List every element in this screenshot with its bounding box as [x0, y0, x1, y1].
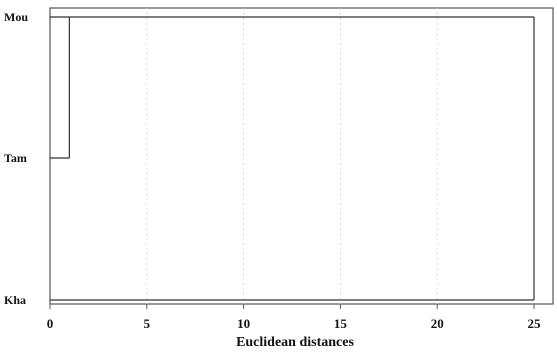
x-axis-title: Euclidean distances [236, 335, 354, 350]
x-tick-label-15: 15 [334, 316, 348, 331]
dendrogram-branches [50, 16, 535, 301]
x-tick-label-20: 20 [431, 316, 444, 331]
x-tick-label-0: 0 [47, 316, 54, 331]
leaf-label-kha: Kha [4, 293, 26, 307]
plot-frame [49, 7, 554, 305]
x-tick-label-25: 25 [528, 316, 542, 331]
x-tick-label-10: 10 [237, 316, 250, 331]
x-axis-ticks: 0 5 10 15 20 25 [47, 304, 541, 331]
leaf-label-tam: Tam [4, 151, 27, 165]
leaf-label-mou: Mou [4, 10, 28, 24]
leaf-labels: Mou Tam Kha [4, 10, 28, 307]
grid-lines [146, 8, 438, 304]
x-tick-label-5: 5 [144, 316, 151, 331]
